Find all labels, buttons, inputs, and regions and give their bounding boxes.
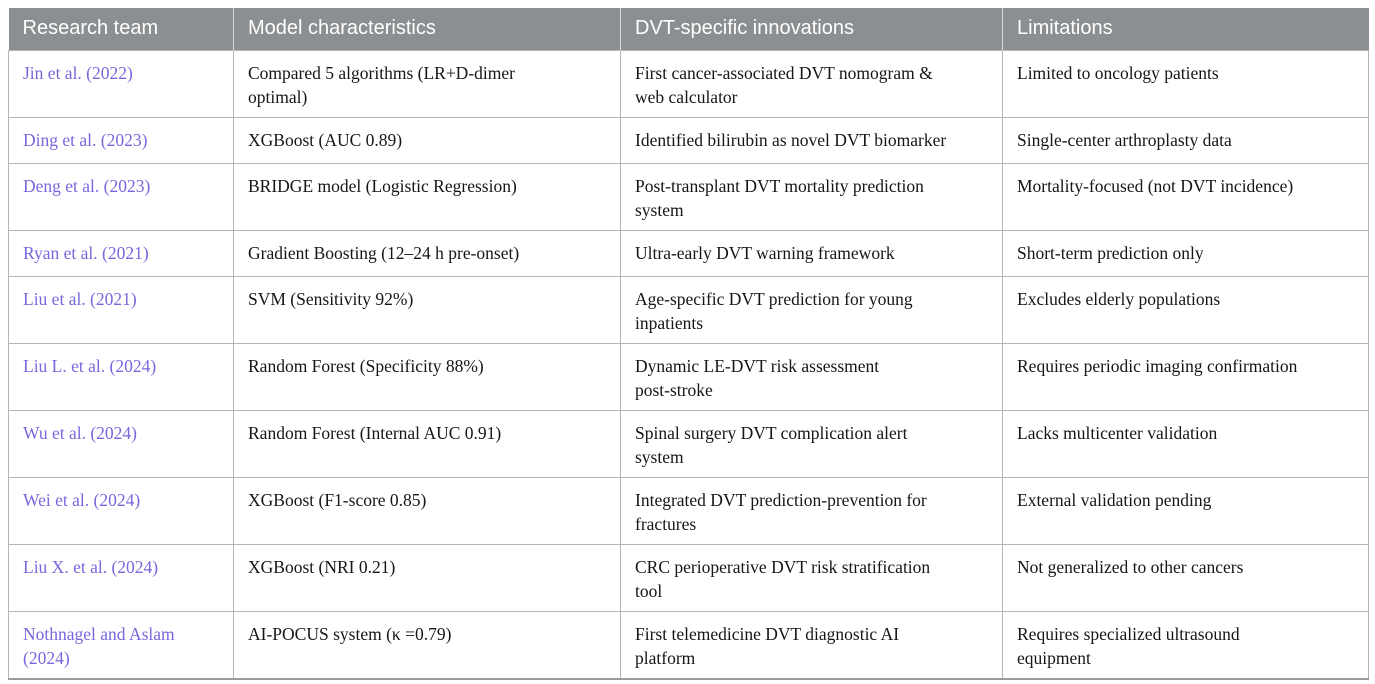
cell-model: XGBoost (AUC 0.89): [233, 116, 621, 164]
cell-team: Ding et al. (2023): [8, 116, 234, 164]
cell-innovation: Post-transplant DVT mortality prediction…: [620, 162, 1003, 231]
cell-innovation: CRC perioperative DVT risk stratificatio…: [620, 543, 1003, 612]
cell-limitation: Lacks multicenter validation: [1002, 409, 1369, 478]
cell-limitation: Requires periodic imaging confirmation: [1002, 342, 1369, 411]
citation-link[interactable]: Liu L. et al. (2024): [23, 355, 157, 376]
cell-model: Random Forest (Specificity 88%): [233, 342, 621, 411]
cell-team: Wu et al. (2024): [8, 409, 234, 478]
citation-link[interactable]: Nothnagel and Aslam (2024): [23, 623, 175, 668]
citation-link[interactable]: Liu X. et al. (2024): [23, 556, 159, 577]
cell-model: XGBoost (F1-score 0.85): [233, 476, 621, 545]
citation-link[interactable]: Deng et al. (2023): [23, 175, 151, 196]
cell-team: Nothnagel and Aslam (2024): [8, 610, 234, 679]
table-row: Liu L. et al. (2024) Random Forest (Spec…: [8, 342, 1369, 411]
cell-model: AI-POCUS system (κ =0.79): [233, 610, 621, 679]
table-row: Liu X. et al. (2024) XGBoost (NRI 0.21) …: [8, 543, 1369, 612]
table-body: Jin et al. (2022) Compared 5 algorithms …: [8, 49, 1369, 679]
citation-link[interactable]: Wu et al. (2024): [23, 422, 137, 443]
cell-model: Compared 5 algorithms (LR+D-dimer optima…: [233, 49, 621, 118]
cell-innovation: First cancer-associated DVT nomogram & w…: [620, 49, 1003, 118]
column-header-limitations: Limitations: [1002, 8, 1369, 50]
cell-team: Liu L. et al. (2024): [8, 342, 234, 411]
citation-link[interactable]: Ding et al. (2023): [23, 129, 148, 150]
cell-team: Wei et al. (2024): [8, 476, 234, 545]
cell-limitation: Not generalized to other cancers: [1002, 543, 1369, 612]
cell-limitation: Short-term prediction only: [1002, 229, 1369, 277]
cell-innovation: First telemedicine DVT diagnostic AI pla…: [620, 610, 1003, 679]
citation-link[interactable]: Jin et al. (2022): [23, 62, 133, 83]
cell-limitation: External validation pending: [1002, 476, 1369, 545]
table-row: Nothnagel and Aslam (2024) AI-POCUS syst…: [8, 610, 1369, 679]
cell-innovation: Spinal surgery DVT complication alert sy…: [620, 409, 1003, 478]
citation-link[interactable]: Liu et al. (2021): [23, 288, 137, 309]
header-row: Research team Model characteristics DVT-…: [8, 8, 1369, 50]
table-row: Liu et al. (2021) SVM (Sensitivity 92%) …: [8, 275, 1369, 344]
cell-model: SVM (Sensitivity 92%): [233, 275, 621, 344]
column-header-research-team: Research team: [8, 8, 234, 50]
cell-team: Deng et al. (2023): [8, 162, 234, 231]
cell-limitation: Mortality-focused (not DVT incidence): [1002, 162, 1369, 231]
citation-link[interactable]: Wei et al. (2024): [23, 489, 141, 510]
table-row: Ding et al. (2023) XGBoost (AUC 0.89) Id…: [8, 116, 1369, 164]
cell-limitation: Limited to oncology patients: [1002, 49, 1369, 118]
cell-team: Ryan et al. (2021): [8, 229, 234, 277]
cell-innovation: Integrated DVT prediction-prevention for…: [620, 476, 1003, 545]
cell-model: Gradient Boosting (12–24 h pre-onset): [233, 229, 621, 277]
cell-model: XGBoost (NRI 0.21): [233, 543, 621, 612]
cell-model: BRIDGE model (Logistic Regression): [233, 162, 621, 231]
cell-innovation: Dynamic LE-DVT risk assessment post-stro…: [620, 342, 1003, 411]
cell-limitation: Single-center arthroplasty data: [1002, 116, 1369, 164]
table-row: Wu et al. (2024) Random Forest (Internal…: [8, 409, 1369, 478]
cell-innovation: Ultra-early DVT warning framework: [620, 229, 1003, 277]
table-header: Research team Model characteristics DVT-…: [8, 8, 1369, 50]
cell-team: Jin et al. (2022): [8, 49, 234, 118]
cell-limitation: Excludes elderly populations: [1002, 275, 1369, 344]
table-row: Jin et al. (2022) Compared 5 algorithms …: [8, 49, 1369, 118]
research-comparison-table: Research team Model characteristics DVT-…: [8, 8, 1369, 680]
cell-innovation: Age-specific DVT prediction for young in…: [620, 275, 1003, 344]
column-header-model-characteristics: Model characteristics: [233, 8, 621, 50]
cell-model: Random Forest (Internal AUC 0.91): [233, 409, 621, 478]
column-header-dvt-innovations: DVT-specific innovations: [620, 8, 1003, 50]
table-row: Ryan et al. (2021) Gradient Boosting (12…: [8, 229, 1369, 277]
table-row: Deng et al. (2023) BRIDGE model (Logisti…: [8, 162, 1369, 231]
citation-link[interactable]: Ryan et al. (2021): [23, 242, 149, 263]
cell-limitation: Requires specialized ultrasound equipmen…: [1002, 610, 1369, 679]
table-row: Wei et al. (2024) XGBoost (F1-score 0.85…: [8, 476, 1369, 545]
cell-innovation: Identified bilirubin as novel DVT biomar…: [620, 116, 1003, 164]
cell-team: Liu et al. (2021): [8, 275, 234, 344]
cell-team: Liu X. et al. (2024): [8, 543, 234, 612]
